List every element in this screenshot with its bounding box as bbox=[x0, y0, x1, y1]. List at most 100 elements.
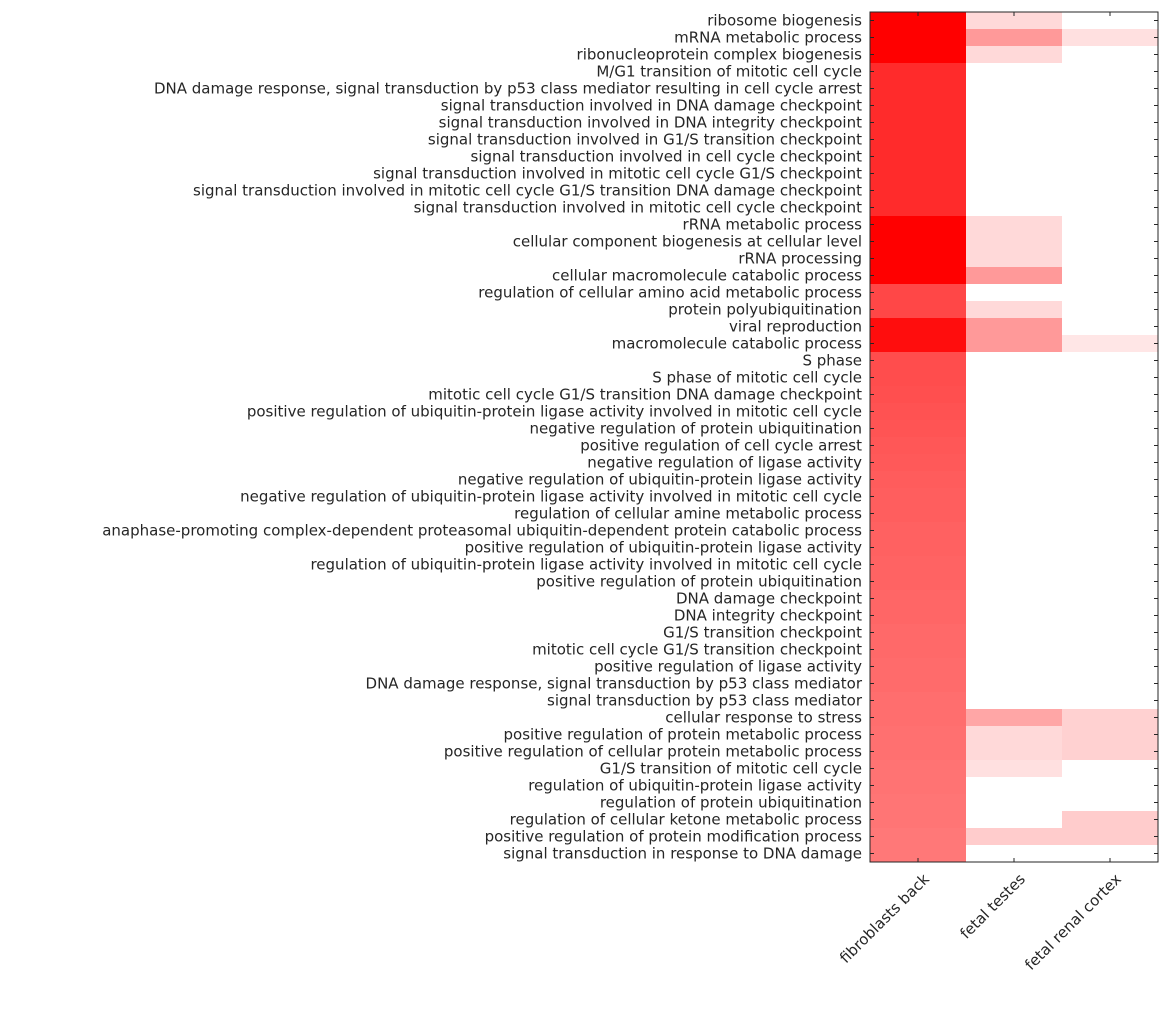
heatmap-cell bbox=[1062, 658, 1159, 676]
heatmap-cell bbox=[966, 369, 1063, 387]
heatmap-cell bbox=[870, 539, 967, 557]
heatmap-cell bbox=[870, 709, 967, 727]
row-label: DNA damage checkpoint bbox=[676, 590, 862, 608]
row-label: ribosome biogenesis bbox=[707, 12, 862, 30]
heatmap-cell bbox=[1062, 284, 1159, 302]
row-label: positive regulation of ubiquitin-protein… bbox=[247, 403, 862, 421]
heatmap-cell bbox=[1062, 573, 1159, 591]
heatmap-cell bbox=[966, 590, 1063, 608]
heatmap-cell bbox=[870, 760, 967, 778]
heatmap-cell bbox=[870, 114, 967, 132]
heatmap-cell bbox=[870, 811, 967, 829]
heatmap-cell bbox=[966, 794, 1063, 812]
row-label: negative regulation of ligase activity bbox=[587, 454, 862, 472]
row-label: signal transduction in response to DNA d… bbox=[503, 845, 862, 863]
heatmap-cell bbox=[1062, 845, 1159, 863]
row-label: cellular component biogenesis at cellula… bbox=[513, 233, 862, 251]
heatmap-cell bbox=[870, 386, 967, 404]
row-label: viral reproduction bbox=[729, 318, 862, 336]
heatmap-cell bbox=[966, 692, 1063, 710]
row-label: M/G1 transition of mitotic cell cycle bbox=[596, 63, 862, 81]
row-label: positive regulation of ligase activity bbox=[594, 658, 862, 676]
row-label: S phase bbox=[802, 352, 862, 370]
heatmap-cell bbox=[966, 675, 1063, 693]
heatmap-cell bbox=[1062, 267, 1159, 285]
row-label: regulation of cellular ketone metabolic … bbox=[510, 811, 863, 829]
heatmap-cell bbox=[1062, 403, 1159, 421]
heatmap-cell bbox=[1062, 794, 1159, 812]
heatmap-cell bbox=[966, 777, 1063, 795]
heatmap-cell bbox=[870, 845, 967, 863]
column-label: fibroblasts back bbox=[836, 870, 933, 967]
row-label: macromolecule catabolic process bbox=[612, 335, 863, 353]
heatmap-cell bbox=[870, 522, 967, 540]
row-label: cellular macromolecule catabolic process bbox=[552, 267, 862, 285]
heatmap-cell bbox=[966, 743, 1063, 761]
heatmap-cell bbox=[1062, 29, 1159, 47]
heatmap-cell bbox=[870, 675, 967, 693]
heatmap-cell bbox=[1062, 182, 1159, 200]
row-label: positive regulation of protein modificat… bbox=[485, 828, 863, 846]
row-label: signal transduction involved in mitotic … bbox=[193, 182, 862, 200]
heatmap-cell bbox=[966, 539, 1063, 557]
heatmap-cell bbox=[966, 845, 1063, 863]
heatmap-cells bbox=[870, 12, 1159, 863]
heatmap-cell bbox=[1062, 556, 1159, 574]
heatmap-cell bbox=[966, 250, 1063, 268]
heatmap-cell bbox=[1062, 233, 1159, 251]
heatmap-cell bbox=[966, 267, 1063, 285]
heatmap-cell bbox=[1062, 97, 1159, 115]
column-label: fetal renal cortex bbox=[1021, 870, 1125, 974]
heatmap-cell bbox=[966, 726, 1063, 744]
heatmap-cell bbox=[870, 454, 967, 472]
heatmap-cell bbox=[966, 573, 1063, 591]
heatmap-cell bbox=[870, 63, 967, 81]
heatmap-cell bbox=[966, 828, 1063, 846]
heatmap-cell bbox=[1062, 726, 1159, 744]
heatmap-cell bbox=[966, 437, 1063, 455]
row-label: positive regulation of cell cycle arrest bbox=[580, 437, 862, 455]
heatmap-cell bbox=[1062, 743, 1159, 761]
row-label: G1/S transition of mitotic cell cycle bbox=[600, 760, 862, 778]
heatmap-cell bbox=[966, 352, 1063, 370]
heatmap-cell bbox=[870, 131, 967, 149]
heatmap-cell bbox=[966, 63, 1063, 81]
row-label: S phase of mitotic cell cycle bbox=[652, 369, 862, 387]
heatmap-cell bbox=[870, 318, 967, 336]
heatmap-cell bbox=[966, 131, 1063, 149]
heatmap-cell bbox=[870, 352, 967, 370]
heatmap-cell bbox=[1062, 46, 1159, 64]
heatmap-cell bbox=[1062, 318, 1159, 336]
heatmap-cell bbox=[1062, 590, 1159, 608]
row-label: mRNA metabolic process bbox=[674, 29, 862, 47]
heatmap-cell bbox=[966, 488, 1063, 506]
heatmap-cell bbox=[966, 607, 1063, 625]
heatmap-cell bbox=[966, 97, 1063, 115]
row-label: regulation of ubiquitin-protein ligase a… bbox=[528, 777, 862, 795]
row-label: protein polyubiquitination bbox=[668, 301, 862, 319]
heatmap-cell bbox=[870, 828, 967, 846]
heatmap-cell bbox=[870, 216, 967, 234]
heatmap-cell bbox=[870, 488, 967, 506]
row-label: signal transduction involved in mitotic … bbox=[373, 165, 862, 183]
heatmap-cell bbox=[870, 624, 967, 642]
heatmap-cell bbox=[966, 233, 1063, 251]
heatmap-cell bbox=[1062, 760, 1159, 778]
heatmap-cell bbox=[870, 743, 967, 761]
row-label: G1/S transition checkpoint bbox=[663, 624, 862, 642]
heatmap-cell bbox=[1062, 454, 1159, 472]
row-label: signal transduction involved in cell cyc… bbox=[471, 148, 863, 166]
heatmap-cell bbox=[870, 726, 967, 744]
heatmap-cell bbox=[870, 165, 967, 183]
row-label: signal transduction involved in DNA dama… bbox=[441, 97, 862, 115]
heatmap-cell bbox=[1062, 12, 1159, 30]
heatmap-cell bbox=[870, 777, 967, 795]
heatmap-cell bbox=[870, 284, 967, 302]
heatmap-cell bbox=[966, 29, 1063, 47]
heatmap-cell bbox=[870, 658, 967, 676]
row-label: positive regulation of protein ubiquitin… bbox=[536, 573, 862, 591]
row-label: DNA integrity checkpoint bbox=[674, 607, 862, 625]
heatmap-cell bbox=[1062, 675, 1159, 693]
heatmap-cell bbox=[966, 12, 1063, 30]
heatmap-cell bbox=[1062, 369, 1159, 387]
